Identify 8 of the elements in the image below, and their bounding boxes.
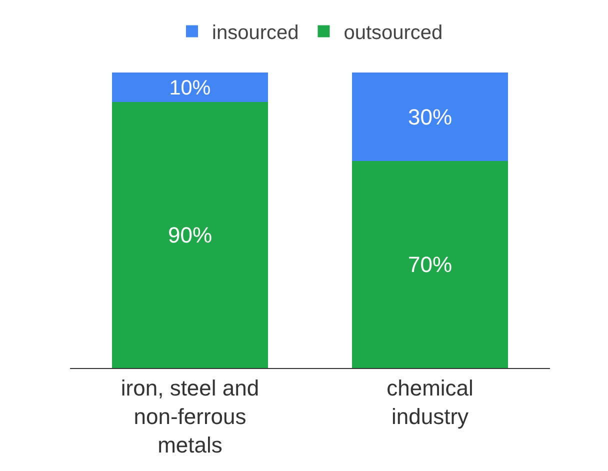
data-label: 90% [168,222,212,248]
legend-label: insourced [212,22,299,44]
x-tick-label: iron, steel and non-ferrous metals [120,375,260,458]
data-label: 30% [408,104,452,130]
legend-label: outsourced [344,22,443,44]
data-label: 10% [169,76,211,100]
data-label: 70% [408,252,452,278]
x-tick-label: chemical industry [386,375,474,429]
